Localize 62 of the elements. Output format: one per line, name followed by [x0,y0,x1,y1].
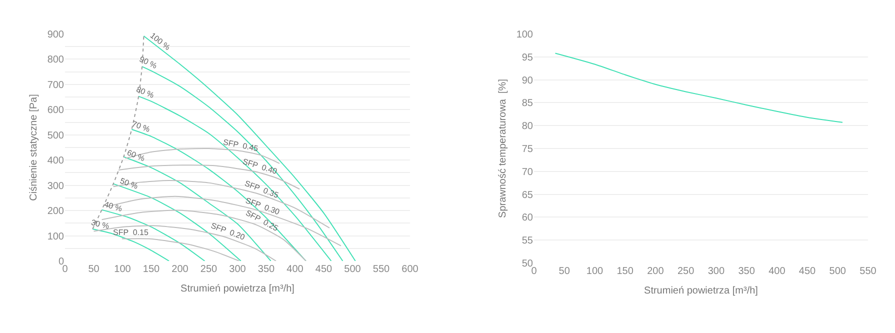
x-tick-label: 200 [172,264,189,275]
x-tick-label: 300 [229,264,246,275]
y-tick-label: 0 [58,256,64,268]
y-tick-label: 400 [47,156,64,167]
y-tick-label: 500 [47,130,64,142]
series-label: SFP 0.15 [113,228,149,237]
x-tick-label: 100 [586,266,604,277]
y-tick-label: 100 [516,30,534,40]
x-tick-label: 250 [200,264,218,275]
x-tick-label: 550 [860,266,877,277]
x-tick-label: 400 [286,264,304,275]
x-axis-title: Strumień powietrza [m³/h] [644,286,758,296]
x-tick-label: 250 [677,266,695,277]
y-tick-label: 600 [47,105,64,116]
text: 40 % [103,200,124,214]
y-tick-label: 85 [522,98,534,110]
x-tick-label: 500 [829,266,846,277]
y-tick-label: 60 [522,212,534,224]
y-tick-label: 65 [522,190,534,201]
y-tick-label: 95 [522,52,534,64]
x-tick-label: 450 [798,266,816,277]
x-tick-label: 150 [616,266,634,277]
x-tick-label: 100 [114,264,132,275]
y-tick-label: 55 [522,236,534,247]
x-tick-label: 200 [647,266,664,277]
text: 90 % [138,54,158,71]
line-series [554,52,843,123]
text: 70 % [130,119,152,134]
x-tick-label: 550 [372,264,390,275]
y-tick-label: 900 [47,30,64,40]
text: 50 % [118,176,140,191]
text: SFP 0.20 [210,221,247,242]
y-tick-label: 100 [47,231,64,242]
text: 30 % [90,218,110,231]
line-series [92,228,170,261]
x-axis-title: Strumień powietrza [m³/h] [180,284,295,294]
text: SFP 0.45 [222,138,260,154]
x-tick-label: 300 [708,266,725,277]
y-tick-label: 75 [522,144,534,155]
text: SFP 0.40 [242,156,279,176]
y-axis-title: Ciśnienie statyczne [Pa] [28,94,40,201]
y-tick-label: 300 [47,180,64,192]
text: 80 % [134,84,156,100]
x-tick-label: 150 [142,264,160,275]
y-tick-label: 70 [522,166,534,178]
text: 60 % [126,148,146,164]
x-tick-label: 350 [738,266,756,277]
y-tick-label: 800 [47,54,64,66]
x-tick-label: 50 [88,264,100,275]
x-tick-label: 500 [344,264,362,275]
x-tick-label: 450 [315,264,333,275]
y-tick-label: 80 [522,121,534,132]
x-tick-label: 600 [402,264,419,275]
y-axis-title: Sprawność temperaturowa [%] [497,78,508,218]
line-series [121,238,240,261]
x-tick-label: 400 [768,266,786,277]
y-tick-label: 90 [522,75,534,86]
y-tick-label: 200 [47,206,64,218]
y-tick-label: 700 [47,80,64,91]
text: 100 % [148,31,172,52]
x-tick-label: 350 [258,264,276,275]
x-tick-label: 50 [558,266,570,277]
